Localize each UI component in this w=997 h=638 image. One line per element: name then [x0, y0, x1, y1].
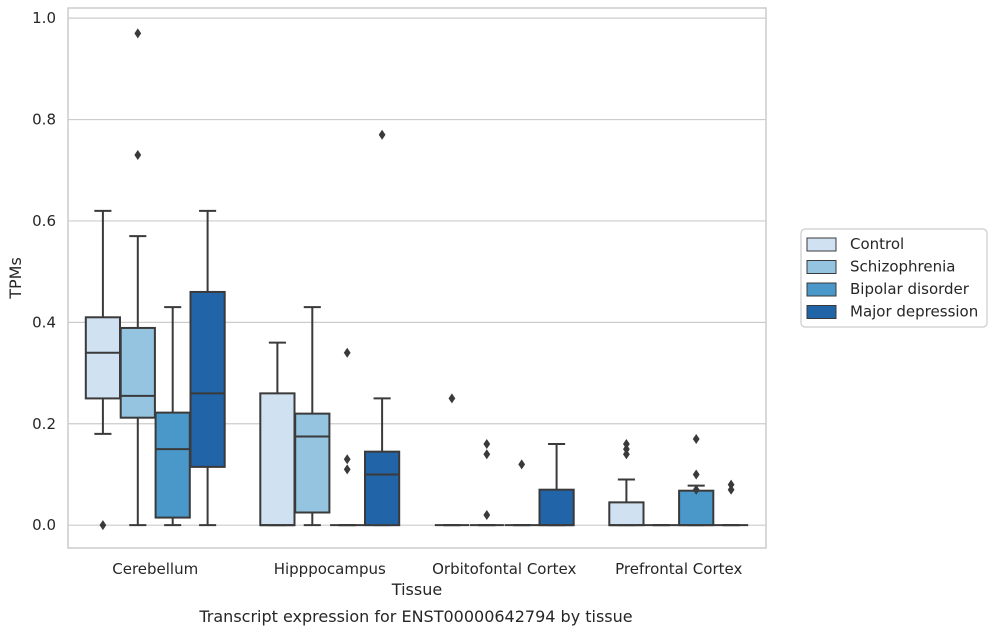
outlier-point — [692, 433, 700, 444]
chart-caption: Transcript expression for ENST0000064279… — [198, 607, 632, 626]
y-tick-label: 0.8 — [32, 111, 56, 129]
box-major-depression — [363, 129, 401, 527]
x-tick-label: Prefrontal Cortex — [615, 560, 742, 578]
legend-swatch — [806, 282, 837, 297]
box-iqr — [119, 326, 156, 419]
outlier-point — [99, 520, 107, 531]
box-iqr — [538, 488, 575, 527]
box-iqr — [259, 392, 296, 527]
outlier-point — [343, 347, 351, 358]
legend-label: Control — [850, 235, 904, 253]
box-control — [84, 209, 122, 531]
y-tick-label: 0.0 — [32, 516, 56, 534]
box-schizophrenia — [294, 306, 331, 527]
outlier-point — [343, 454, 351, 465]
box-bipolar-disorder — [154, 306, 191, 527]
outlier-point — [483, 510, 491, 521]
x-tick-label: Hipppocampus — [274, 560, 386, 578]
box-control — [434, 393, 470, 527]
legend-label: Bipolar disorder — [850, 280, 970, 298]
y-tick-label: 0.2 — [32, 415, 56, 433]
legend-frame — [800, 228, 988, 328]
box-iqr — [84, 316, 122, 400]
box-control — [259, 341, 296, 527]
outlier-point — [134, 28, 142, 39]
box-schizophrenia — [119, 28, 156, 527]
outlier-point — [518, 459, 526, 470]
legend-swatch — [806, 305, 837, 319]
legend-label: Schizophrenia — [850, 258, 955, 276]
legend-swatch — [806, 260, 837, 274]
outlier-point — [343, 464, 351, 475]
box-major-depression — [538, 443, 575, 527]
box-iqr — [294, 412, 331, 514]
y-axis-title: TPMs — [6, 257, 25, 300]
legend: Control Schizophrenia Bipolar disorder Majo… — [800, 228, 988, 328]
legend-label: Major depression — [850, 303, 978, 321]
legend-swatch — [806, 237, 837, 252]
box-iqr — [608, 501, 645, 527]
box-major-depression — [713, 479, 749, 527]
box-plot-marks — [84, 28, 749, 531]
box-major-depression — [189, 209, 226, 527]
box-iqr — [678, 489, 715, 527]
outlier-point — [623, 444, 630, 455]
box-control — [608, 439, 645, 527]
outlier-point — [623, 449, 630, 460]
y-axis-ticks: 0.0 0.2 0.4 0.6 0.8 1.0 — [32, 9, 56, 534]
outlier-point — [623, 439, 630, 450]
outlier-point — [134, 150, 142, 161]
x-axis-ticks: Cerebellum Hipppocampus Orbitofontal Corte… — [112, 560, 742, 578]
outlier-point — [727, 484, 735, 495]
box-bipolar-disorder — [330, 347, 365, 527]
box-bipolar-disorder — [504, 459, 539, 527]
outlier-point — [483, 439, 491, 450]
x-tick-label: Orbitofontal Cortex — [432, 560, 576, 578]
box-bipolar-disorder — [678, 433, 715, 527]
plot-frame — [67, 7, 767, 549]
outlier-point — [483, 449, 491, 460]
box-iqr — [154, 411, 191, 519]
y-tick-label: 0.6 — [32, 212, 56, 230]
outlier-point — [448, 393, 456, 404]
box-iqr — [189, 290, 226, 468]
box-schizophrenia — [469, 439, 504, 527]
outlier-point — [692, 469, 700, 480]
y-tick-label: 1.0 — [32, 9, 56, 27]
y-tick-label: 0.4 — [32, 313, 56, 331]
outlier-point — [727, 479, 735, 490]
outlier-point — [692, 484, 700, 495]
x-axis-title: Tissue — [391, 580, 442, 599]
outlier-point — [378, 129, 386, 140]
box-iqr — [363, 450, 401, 527]
x-tick-label: Cerebellum — [112, 560, 198, 578]
